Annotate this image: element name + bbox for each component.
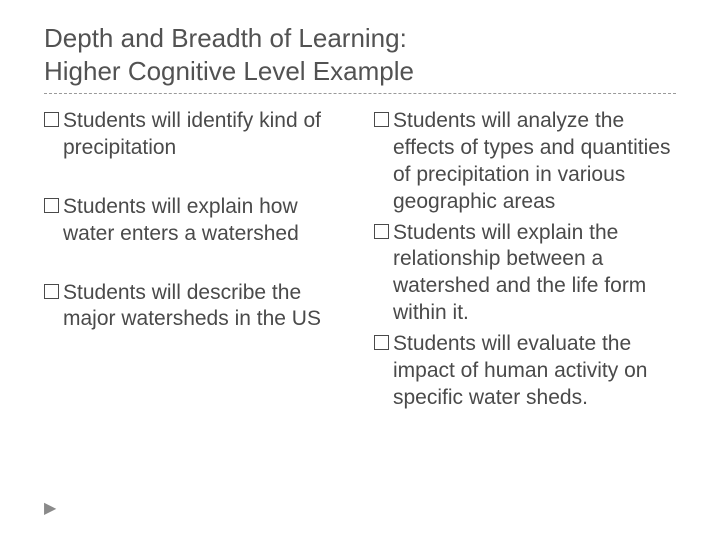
item-text: Students will analyze the effects of typ… [393, 108, 676, 216]
list-item: Students will identify kind of precipita… [44, 108, 346, 162]
content-columns: Students will identify kind of precipita… [44, 108, 676, 412]
list-item: Students will describe the major watersh… [44, 280, 346, 334]
title-line-2: Higher Cognitive Level Example [44, 55, 676, 88]
checkbox-icon [374, 335, 389, 350]
item-text: Students will explain how water enters a… [63, 194, 346, 248]
slide: Depth and Breadth of Learning: Higher Co… [0, 0, 720, 540]
checkbox-icon [44, 284, 59, 299]
item-text: Students will explain the relationship b… [393, 220, 676, 328]
checkbox-icon [44, 112, 59, 127]
list-item: Students will explain how water enters a… [44, 194, 346, 248]
right-column: Students will analyze the effects of typ… [374, 108, 676, 412]
checkbox-icon [374, 224, 389, 239]
slide-title: Depth and Breadth of Learning: Higher Co… [44, 22, 676, 87]
arrow-icon: ▶ [44, 498, 56, 518]
list-item: Students will explain the relationship b… [374, 220, 676, 328]
item-text: Students will describe the major watersh… [63, 280, 346, 334]
list-item: Students will analyze the effects of typ… [374, 108, 676, 216]
item-text: Students will evaluate the impact of hum… [393, 331, 676, 412]
list-item: Students will evaluate the impact of hum… [374, 331, 676, 412]
title-divider [44, 93, 676, 94]
title-line-1: Depth and Breadth of Learning: [44, 22, 676, 55]
item-text: Students will identify kind of precipita… [63, 108, 346, 162]
checkbox-icon [44, 198, 59, 213]
left-column: Students will identify kind of precipita… [44, 108, 346, 412]
checkbox-icon [374, 112, 389, 127]
